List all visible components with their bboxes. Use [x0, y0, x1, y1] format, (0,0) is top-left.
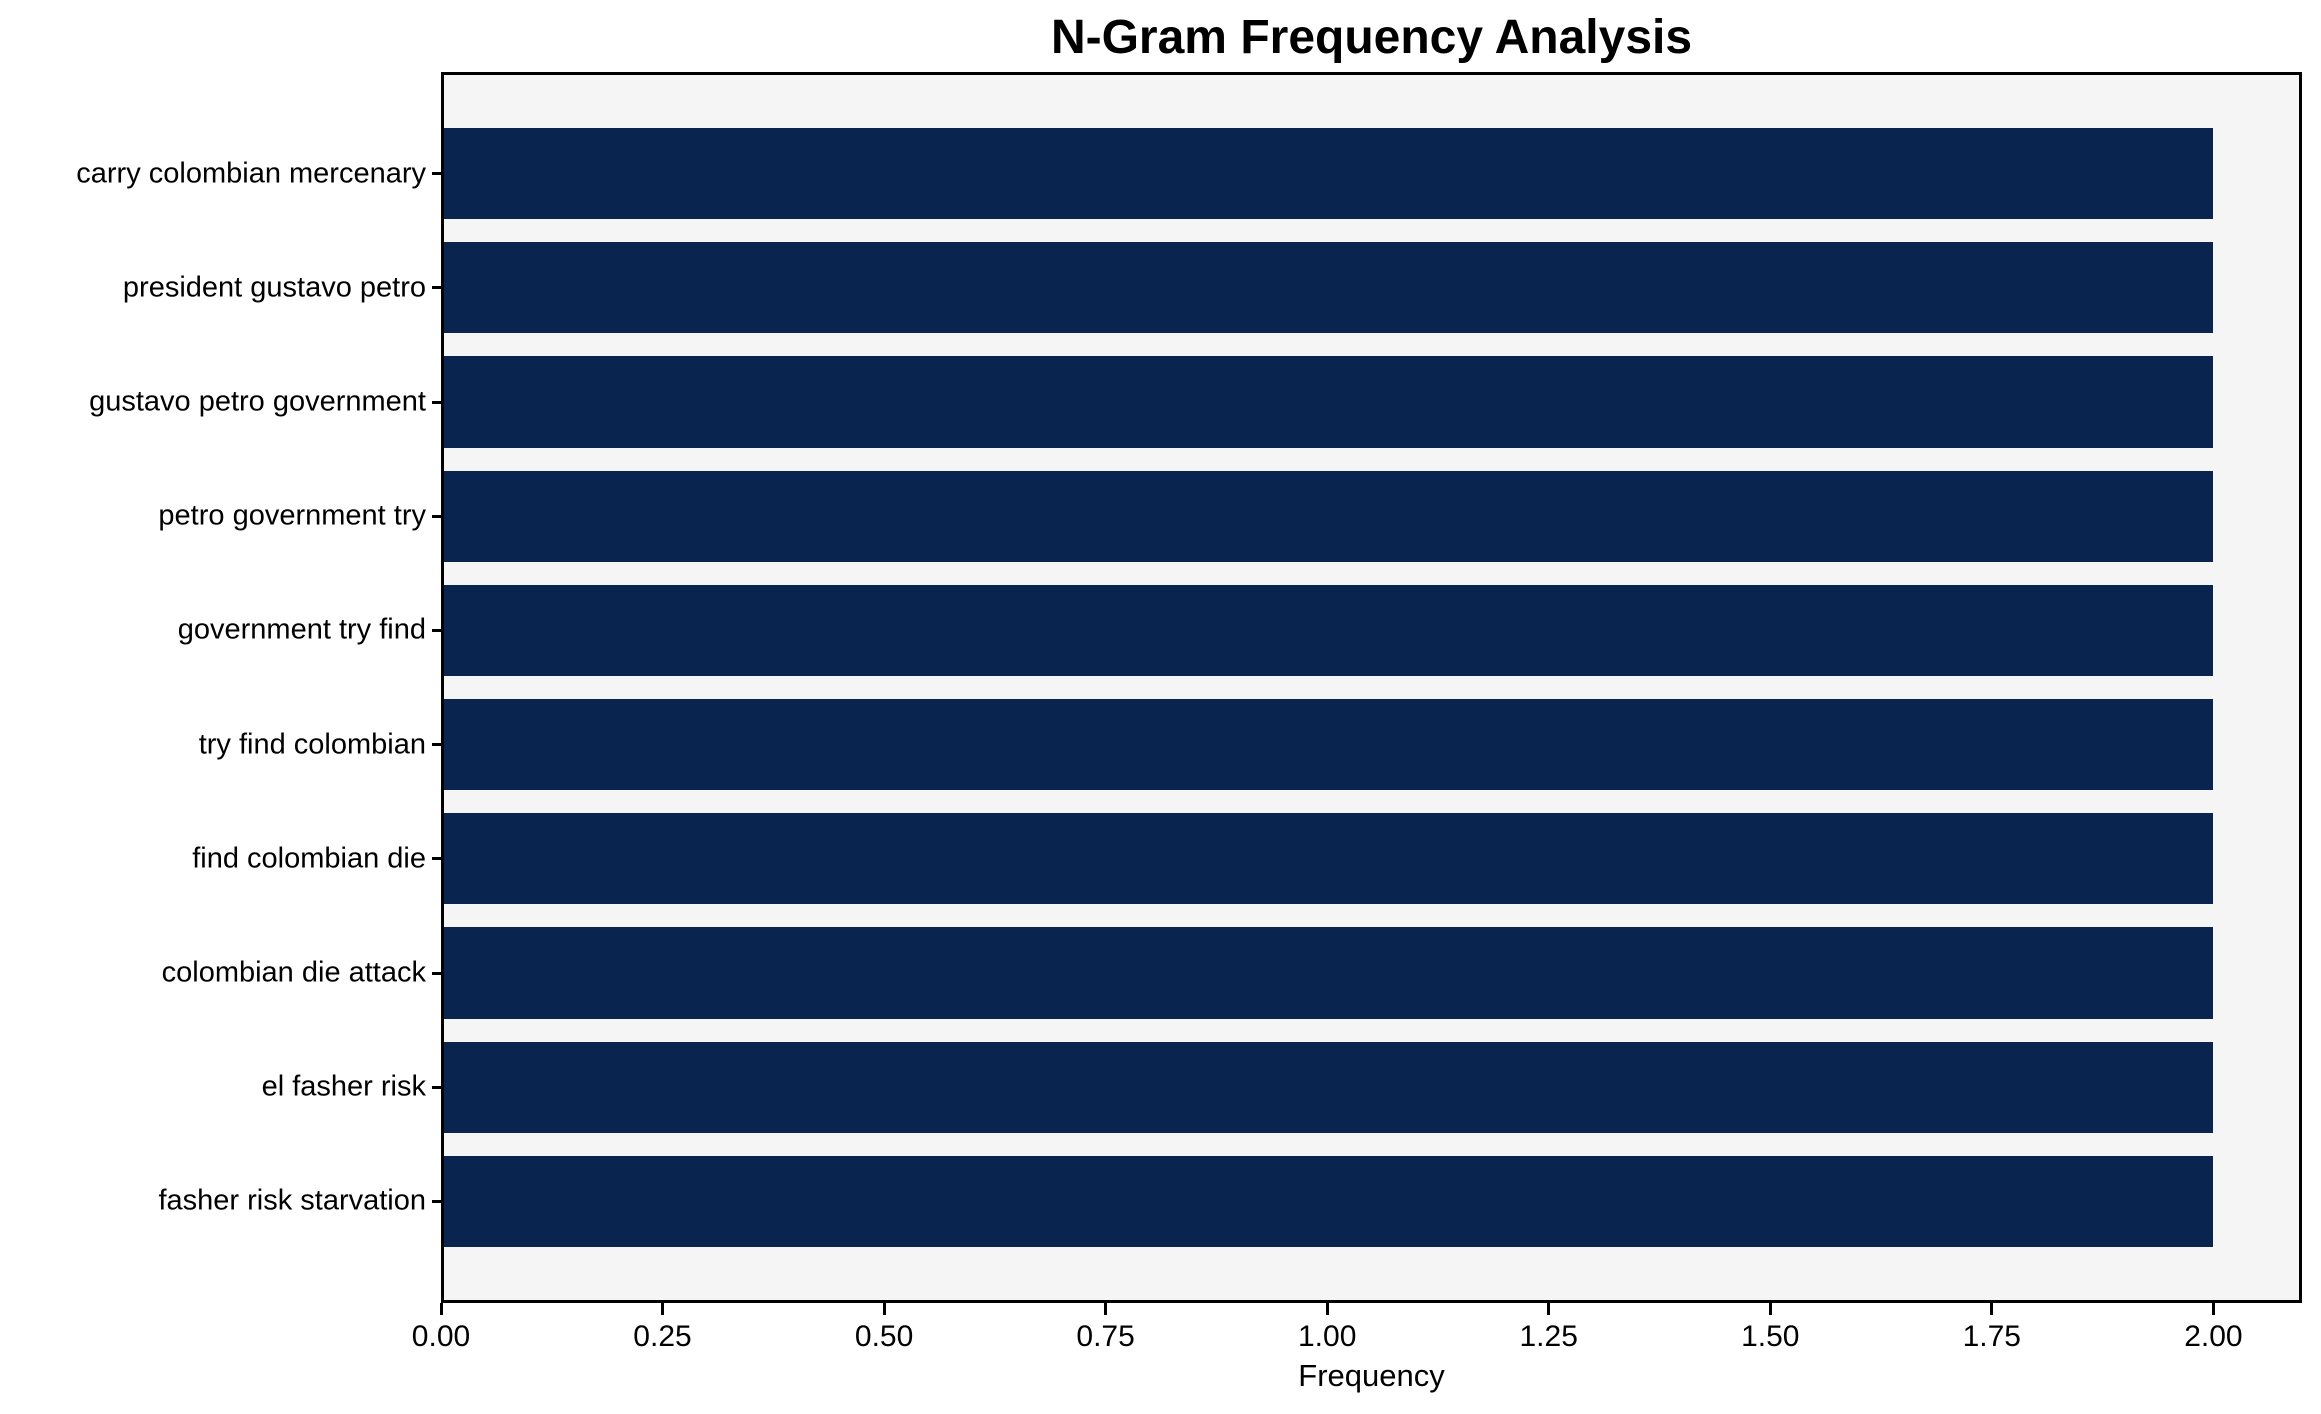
y-tick-mark: [432, 400, 441, 404]
y-tick-mark: [432, 172, 441, 176]
x-tick-label: 1.00: [1297, 1320, 1357, 1353]
bar: [441, 927, 2214, 1019]
bar: [441, 1155, 2214, 1248]
x-tick-mark: [1325, 1303, 1329, 1315]
y-tick-label: carry colombian mercenary: [76, 157, 426, 190]
x-tick-mark: [1990, 1303, 1994, 1315]
y-tick-label: gustavo petro government: [89, 385, 426, 418]
y-tick-label: president gustavo petro: [122, 271, 426, 304]
bar: [441, 698, 2214, 791]
y-tick-mark: [432, 857, 441, 861]
x-tick-label: 1.50: [1741, 1320, 1800, 1353]
bar: [441, 584, 2214, 677]
bar: [441, 128, 2214, 220]
y-tick-mark: [432, 286, 441, 290]
x-tick-mark: [1768, 1303, 1772, 1315]
bar: [441, 1041, 2214, 1133]
x-tick-label: 1.25: [1519, 1320, 1578, 1353]
x-tick-mark: [439, 1303, 443, 1315]
y-tick-mark: [432, 1085, 441, 1089]
x-tick-mark: [1104, 1303, 1108, 1315]
x-tick-label: 0.50: [854, 1320, 914, 1353]
x-tick-mark: [882, 1303, 886, 1315]
y-tick-label: petro government try: [158, 499, 426, 532]
y-tick-label: el fasher risk: [261, 1070, 426, 1103]
x-tick-mark: [1547, 1303, 1551, 1315]
x-tick-label: 0.25: [633, 1320, 692, 1353]
bar: [441, 242, 2214, 334]
x-tick-label: 0.75: [1076, 1320, 1135, 1353]
bar: [441, 356, 2214, 448]
y-tick-mark: [432, 971, 441, 975]
bar: [441, 470, 2214, 562]
y-tick-label: try find colombian: [198, 728, 426, 761]
bar: [441, 813, 2214, 905]
x-tick-label: 0.00: [411, 1320, 471, 1353]
y-tick-label: fasher risk starvation: [158, 1184, 426, 1217]
x-axis-label: Frequency: [1298, 1358, 1445, 1393]
y-tick-mark: [432, 743, 441, 747]
chart-title: N-Gram Frequency Analysis: [1050, 11, 1693, 64]
y-tick-label: government try find: [177, 613, 426, 646]
y-tick-label: colombian die attack: [161, 956, 426, 989]
y-tick-mark: [432, 628, 441, 632]
y-tick-label: find colombian die: [192, 842, 426, 875]
y-tick-mark: [432, 1199, 441, 1203]
x-tick-mark: [661, 1303, 664, 1315]
x-tick-label: 1.75: [1962, 1320, 2021, 1353]
y-tick-mark: [432, 514, 441, 518]
x-tick-label: 2.00: [2184, 1320, 2243, 1353]
x-tick-mark: [2211, 1303, 2215, 1315]
